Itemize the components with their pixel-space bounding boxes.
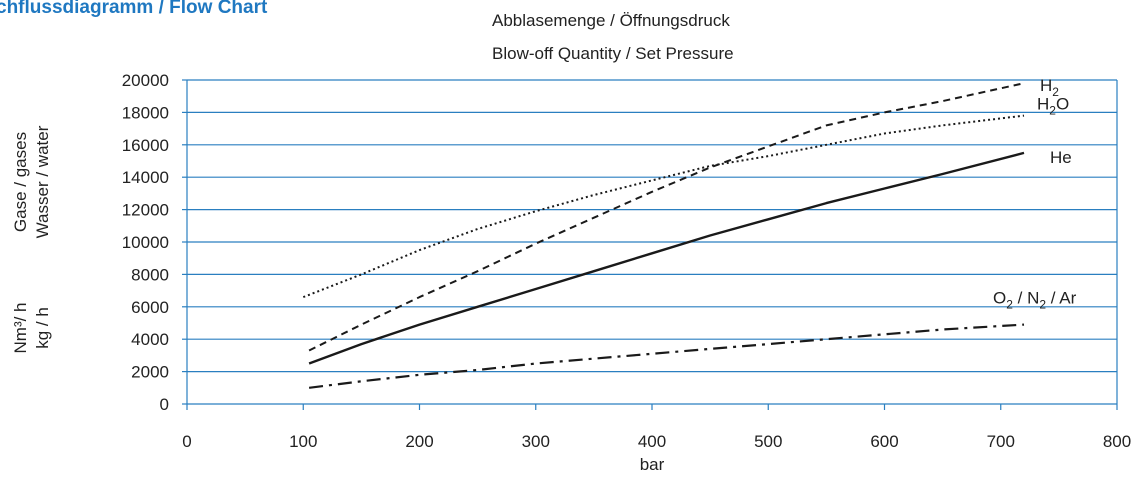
x-tick-label-300: 300	[522, 432, 550, 451]
series-layer	[302, 82, 1025, 389]
y-axis-units-water: kg / h	[33, 307, 52, 349]
y-tick-label-0: 0	[160, 395, 169, 414]
series-line-o2n2ar	[308, 323, 1025, 389]
x-tick-label-400: 400	[638, 432, 666, 451]
x-tick-label-500: 500	[754, 432, 782, 451]
x-axis-label: bar	[640, 455, 665, 474]
series-label-h2o: H2O	[1037, 95, 1069, 118]
y-tick-label-4000: 4000	[131, 330, 169, 349]
x-tick-label-600: 600	[870, 432, 898, 451]
grid-layer	[182, 79, 1118, 410]
y-tick-label-18000: 18000	[122, 103, 169, 122]
series-line-he	[308, 151, 1025, 365]
y-tick-label-14000: 14000	[122, 168, 169, 187]
series-label-h2: H2	[1040, 76, 1059, 99]
y-tick-labels: 0 2000 4000 6000 8000 10000 12000 14000 16000 180…	[122, 71, 169, 414]
x-tick-label-100: 100	[289, 432, 317, 451]
y-tick-label-8000: 8000	[131, 265, 169, 284]
series-label-o2n2ar: O2 / N2 / Ar	[993, 289, 1077, 312]
series-line-h2	[308, 82, 1025, 352]
y-tick-label-20000: 20000	[122, 71, 169, 90]
x-tick-label-700: 700	[987, 432, 1015, 451]
y-axis-units-gas-text: Nm³/ h	[11, 303, 30, 354]
page-heading: chflussdiagramm / Flow Chart	[0, 0, 268, 18]
y-tick-label-12000: 12000	[122, 201, 169, 220]
x-tick-label-0: 0	[182, 432, 191, 451]
y-axis-medium-water: Wasser / water	[33, 125, 52, 238]
chart-subtitle-de: Abblasemenge / Öffnungsdruck	[492, 11, 730, 30]
series-label-he: He	[1050, 148, 1072, 167]
chart-subtitle-en: Blow-off Quantity / Set Pressure	[492, 44, 734, 63]
series-line-h2o	[302, 114, 1025, 299]
x-tick-label-200: 200	[405, 432, 433, 451]
y-tick-label-6000: 6000	[131, 298, 169, 317]
x-tick-labels: 0 100 200 300 400 500 600 700 800	[182, 432, 1131, 451]
y-tick-label-16000: 16000	[122, 136, 169, 155]
y-tick-label-10000: 10000	[122, 233, 169, 252]
y-axis-medium-gas: Gase / gases	[11, 132, 30, 232]
y-axis-units-gas: Nm³/ h	[11, 303, 30, 354]
x-tick-label-800: 800	[1103, 432, 1131, 451]
y-tick-label-2000: 2000	[131, 363, 169, 382]
